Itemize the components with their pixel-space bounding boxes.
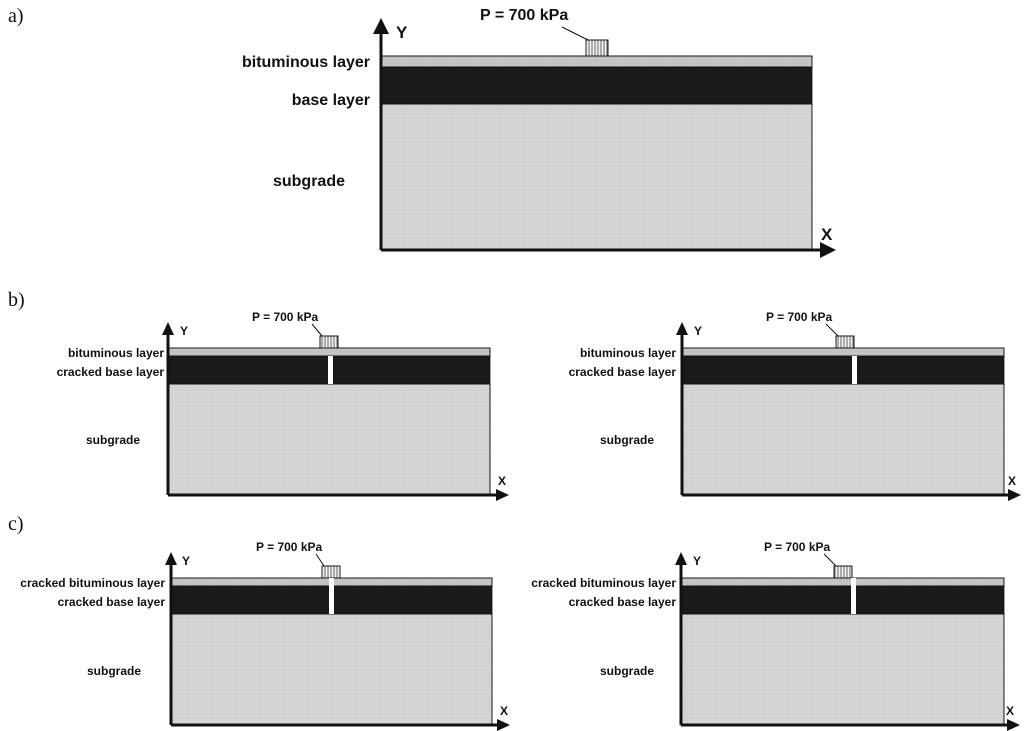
bituminous-layer-label: cracked bituminous layer — [20, 576, 165, 590]
load-label: P = 700 kPa — [256, 540, 322, 554]
bituminous-layer-label: bituminous layer — [242, 54, 370, 71]
y-axis-arrowhead — [676, 322, 688, 335]
load-leader — [823, 553, 837, 567]
y-axis-arrowhead — [165, 552, 177, 565]
x-axis-arrowhead — [1007, 719, 1020, 731]
x-axis-arrowhead — [820, 242, 836, 258]
y-axis-arrowhead — [373, 18, 389, 34]
load-leader — [825, 323, 839, 337]
base-layer-label: base layer — [292, 92, 370, 109]
y-axis-arrowhead — [675, 552, 687, 565]
subgrade-label: subgrade — [86, 433, 140, 447]
subgrade-label: subgrade — [87, 664, 141, 678]
panel-b-right: P = 700 kPa bituminous layer cracked bas… — [569, 310, 1021, 501]
panel-letter: a) — [8, 5, 24, 27]
bituminous-layer-label: bituminous layer — [68, 346, 164, 360]
panel-a: a) P = 700 kPa bituminous layer base lay… — [8, 5, 836, 258]
panel-b-left: b) P = 700 kPa bituminous layer cracked … — [8, 289, 509, 501]
base-layer — [381, 66, 813, 105]
y-axis-label: Y — [694, 324, 702, 338]
x-axis-label: X — [1008, 474, 1016, 488]
y-axis-arrowhead — [162, 322, 174, 335]
load-leader — [561, 26, 589, 41]
x-axis-arrowhead — [1008, 489, 1021, 501]
y-axis-label: Y — [180, 324, 188, 338]
base-layer-label: cracked base layer — [569, 595, 677, 609]
base-crack — [328, 356, 333, 384]
load-leader — [311, 323, 323, 337]
panel-c-right: P = 700 kPa cracked bituminous layer cra… — [531, 540, 1020, 731]
x-axis-arrowhead — [497, 719, 510, 731]
panel-letter: b) — [8, 289, 25, 311]
base-layer-label: cracked base layer — [569, 365, 677, 379]
base-crack — [329, 578, 334, 614]
load-label: P = 700 kPa — [766, 310, 832, 324]
subgrade-label: subgrade — [273, 173, 345, 190]
x-axis-label: X — [821, 225, 833, 244]
load-label: P = 700 kPa — [252, 310, 318, 324]
x-axis-label: X — [1006, 704, 1014, 718]
panel-letter: c) — [8, 513, 24, 535]
base-layer — [680, 585, 1005, 615]
x-axis-label: X — [500, 704, 508, 718]
x-axis-arrowhead — [496, 489, 509, 501]
bituminous-layer-label: cracked bituminous layer — [531, 576, 676, 590]
base-layer — [681, 355, 1005, 385]
base-crack — [851, 578, 856, 614]
x-axis-label: X — [498, 474, 506, 488]
y-axis-label: Y — [693, 554, 701, 568]
load-label: P = 700 kPa — [764, 540, 830, 554]
load-label: P = 700 kPa — [480, 7, 568, 24]
y-axis-label: Y — [396, 23, 408, 42]
subgrade-label: subgrade — [600, 433, 654, 447]
panel-c-left: c) P = 700 kPa cracked bituminous layer … — [8, 513, 510, 731]
subgrade-label: subgrade — [600, 664, 654, 678]
y-axis-label: Y — [182, 554, 190, 568]
bituminous-layer-label: bituminous layer — [580, 346, 676, 360]
base-layer-label: cracked base layer — [58, 595, 166, 609]
load-leader — [315, 553, 325, 567]
base-layer-label: cracked base layer — [57, 365, 165, 379]
base-crack — [852, 356, 857, 384]
